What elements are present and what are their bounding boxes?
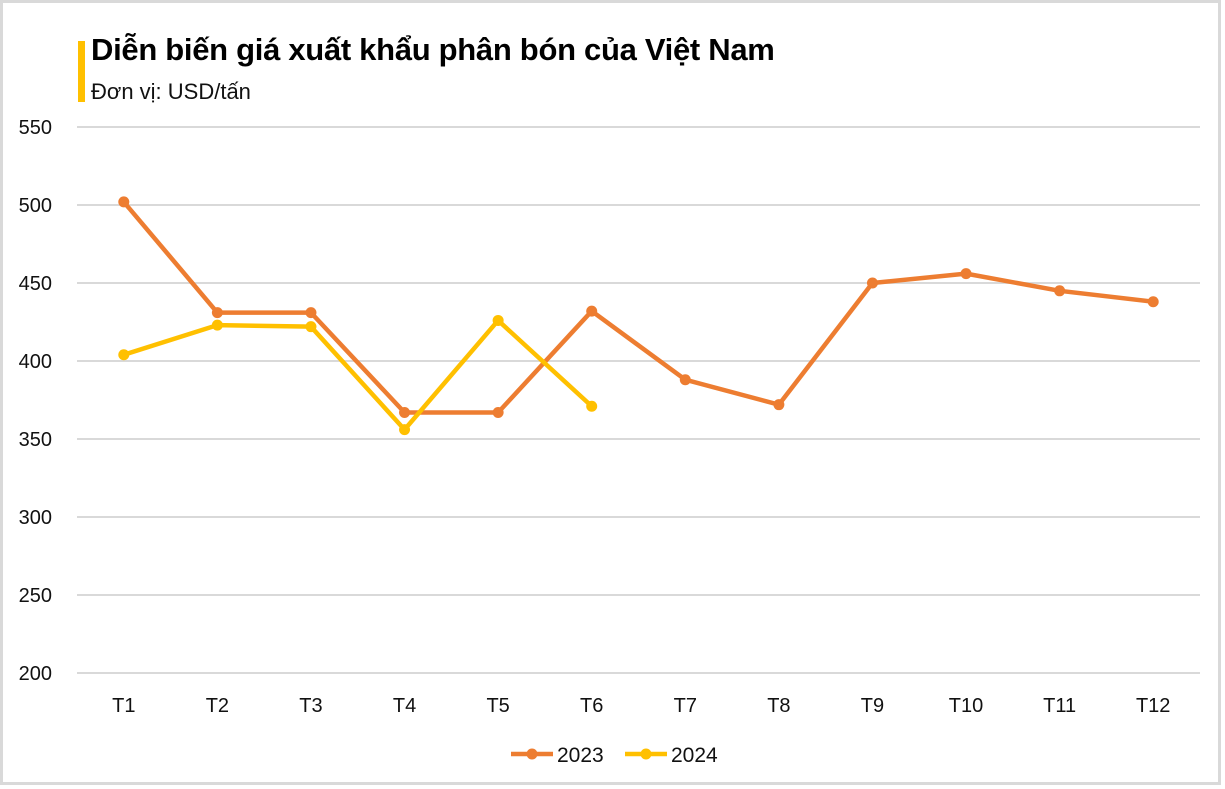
x-tick-label: T7: [674, 695, 697, 717]
x-tick-label: T6: [580, 695, 603, 717]
legend-marker-icon: [640, 748, 652, 760]
y-tick-label: 450: [19, 273, 52, 295]
title-accent-bar: [78, 41, 85, 102]
data-point-marker: [492, 406, 504, 418]
y-tick-label: 350: [19, 429, 52, 451]
x-tick-label: T1: [112, 695, 135, 717]
legend-label: 2024: [671, 744, 718, 767]
chart-subtitle: Đơn vị: USD/tấn: [91, 79, 251, 104]
legend: 2023 2024: [511, 744, 718, 767]
series-line: [121, 318, 594, 432]
data-point-marker: [305, 321, 317, 333]
data-point-marker: [960, 268, 972, 280]
data-point-marker: [399, 424, 411, 436]
x-tick-label: T11: [1043, 695, 1076, 717]
data-point-marker: [586, 305, 598, 317]
x-tick-label: T10: [949, 695, 983, 717]
data-point-marker: [773, 399, 785, 411]
data-point-marker: [399, 406, 411, 418]
legend-marker-icon: [526, 748, 538, 760]
x-tick-label: T12: [1136, 695, 1170, 717]
x-tick-label: T4: [393, 695, 416, 717]
y-tick-label: 300: [19, 507, 52, 529]
y-tick-label: 400: [19, 351, 52, 373]
series-line: [121, 199, 1156, 415]
x-tick-label: T5: [486, 695, 509, 717]
data-point-marker: [1054, 285, 1066, 297]
y-tick-label: 250: [19, 585, 52, 607]
data-point-marker: [118, 349, 130, 361]
data-point-marker: [305, 307, 317, 319]
x-tick-label: T9: [861, 695, 884, 717]
y-axis-ticks: 200 250 300 350 400 450 500 550: [19, 117, 52, 685]
x-tick-label: T2: [206, 695, 229, 717]
legend-item-2023: 2023: [511, 744, 604, 767]
x-tick-label: T8: [767, 695, 790, 717]
series-2023: [118, 196, 1159, 418]
data-point-marker: [866, 277, 878, 289]
x-tick-label: T3: [299, 695, 322, 717]
gridlines: [77, 126, 1200, 674]
y-tick-label: 500: [19, 195, 52, 217]
data-point-marker: [492, 314, 504, 326]
series-2024: [118, 314, 598, 436]
data-point-marker: [1147, 296, 1159, 308]
data-point-marker: [586, 400, 598, 412]
x-axis-ticks: T1 T2 T3 T4 T5 T6 T7 T8 T9 T10 T11 T12: [112, 695, 1170, 717]
legend-item-2024: 2024: [625, 744, 718, 767]
y-tick-label: 200: [19, 663, 52, 685]
data-point-marker: [211, 319, 223, 331]
series-lines: [118, 196, 1159, 436]
data-point-marker: [118, 196, 130, 208]
data-point-marker: [679, 374, 691, 386]
legend-label: 2023: [557, 744, 604, 767]
data-point-marker: [211, 307, 223, 319]
chart-title: Diễn biến giá xuất khẩu phân bón của Việ…: [91, 32, 775, 67]
y-tick-label: 550: [19, 117, 52, 139]
